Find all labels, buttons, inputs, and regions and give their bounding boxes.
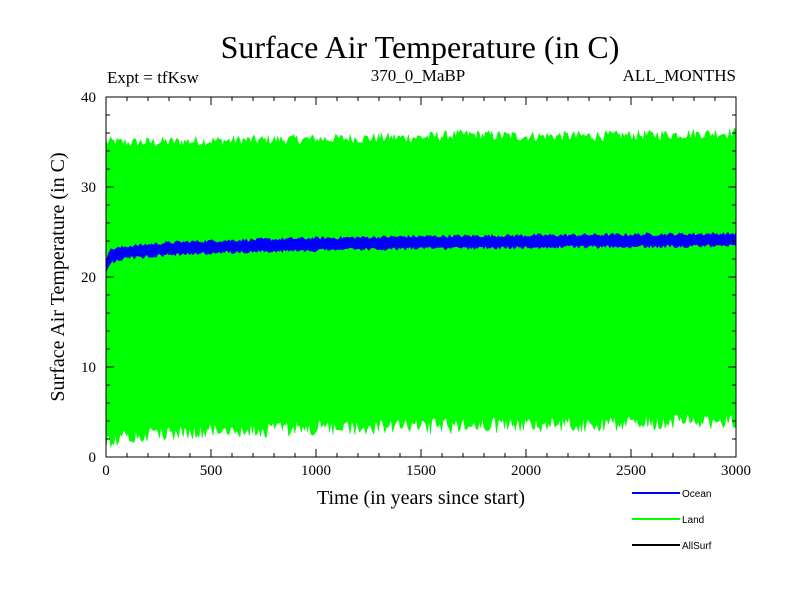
x-tick-label: 2000 [511, 463, 541, 479]
y-tick-label: 10 [81, 360, 96, 376]
y-tick-label: 40 [81, 90, 96, 106]
subtitle-center: 370_0_MaBP [371, 66, 465, 85]
subtitle-right: ALL_MONTHS [623, 66, 736, 85]
chart-title: Surface Air Temperature (in C) [221, 29, 620, 65]
y-tick-label: 30 [81, 180, 96, 196]
x-tick-label: 0 [102, 463, 110, 479]
x-tick-label: 2500 [616, 463, 646, 479]
legend-label-ocean: Ocean [682, 489, 711, 500]
ticks-layer: 0 500 1000 1500 2000 2500 3000 0 10 20 30 40 [81, 90, 751, 479]
y-tick-label: 20 [81, 270, 96, 286]
legend-label-land: Land [682, 515, 704, 526]
legend: Ocean Land AllSurf [632, 489, 712, 552]
subtitle-left: Expt = tfKsw [107, 68, 199, 87]
x-tick-label: 1500 [406, 463, 436, 479]
x-tick-label: 500 [200, 463, 223, 479]
series-layer [105, 127, 737, 448]
x-tick-label: 3000 [721, 463, 751, 479]
x-axis-label: Time (in years since start) [317, 487, 525, 509]
legend-label-allsurf: AllSurf [682, 541, 712, 552]
series-band-land [105, 127, 737, 448]
y-axis-label: Surface Air Temperature (in C) [47, 152, 69, 401]
y-tick-label: 0 [89, 450, 97, 466]
x-tick-label: 1000 [301, 463, 331, 479]
